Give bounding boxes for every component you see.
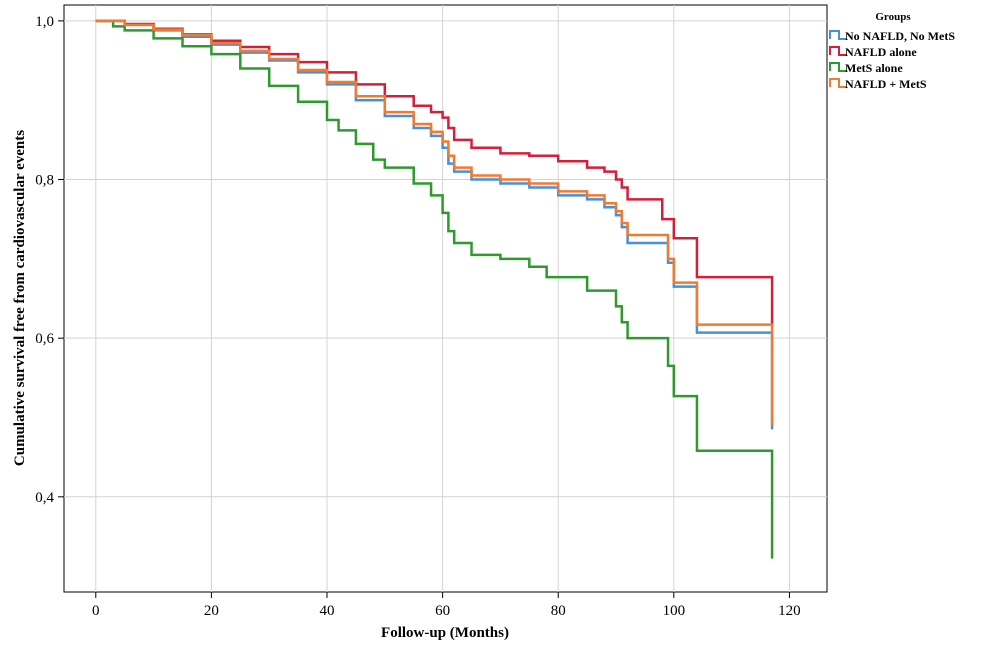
legend-swatch bbox=[829, 62, 847, 72]
legend-label: MetS alone bbox=[845, 61, 903, 75]
y-tick-label: 0,8 bbox=[35, 173, 54, 189]
x-tick-label: 80 bbox=[551, 603, 566, 619]
legend-item-nafld-alone: NAFLD alone bbox=[829, 45, 917, 59]
legend-swatch bbox=[829, 78, 847, 88]
legend-title: Groups bbox=[875, 11, 911, 23]
series-line-mets-alone bbox=[95, 19, 774, 559]
x-tick-label: 20 bbox=[204, 603, 219, 619]
series-lines bbox=[95, 19, 774, 559]
series-line-no-nafld-no-mets bbox=[95, 19, 774, 430]
y-tick-label: 0,6 bbox=[35, 331, 54, 347]
legend-swatch bbox=[829, 46, 847, 56]
axis-ticks: 0 20 40 60 80 100 120 0,4 0,6 0,8 1,0 bbox=[35, 14, 800, 619]
legend-item-nafld-mets: NAFLD + MetS bbox=[829, 77, 927, 91]
plot-frame bbox=[63, 4, 828, 593]
x-tick-label: 0 bbox=[92, 603, 100, 619]
legend-swatch bbox=[829, 30, 847, 40]
legend-label: No NAFLD, No MetS bbox=[845, 29, 955, 43]
x-tick-label: 40 bbox=[320, 603, 335, 619]
y-tick-label: 0,4 bbox=[35, 490, 54, 506]
x-tick-label: 100 bbox=[663, 603, 686, 619]
legend-item-mets-alone: MetS alone bbox=[829, 61, 903, 75]
legend-label: NAFLD alone bbox=[845, 45, 917, 59]
x-tick-label: 60 bbox=[435, 603, 450, 619]
x-tick-label: 120 bbox=[778, 603, 801, 619]
legend-item-no-nafld-no-mets: No NAFLD, No MetS bbox=[829, 29, 955, 43]
series-line-nafld-mets bbox=[95, 19, 774, 426]
y-axis-title: Cumulative survival free from cardiovasc… bbox=[12, 130, 28, 466]
y-tick-label: 1,0 bbox=[35, 14, 54, 30]
legend-label: NAFLD + MetS bbox=[845, 77, 927, 91]
plot-area: 0 20 40 60 80 100 120 0,4 0,6 0,8 1,0 bbox=[35, 4, 828, 619]
legend: Groups No NAFLD, No MetS NAFLD alone MetS … bbox=[829, 11, 955, 91]
x-axis-title: Follow-up (Months) bbox=[381, 625, 509, 641]
